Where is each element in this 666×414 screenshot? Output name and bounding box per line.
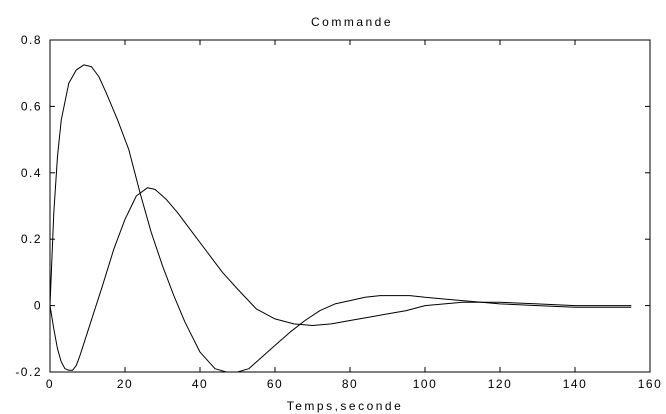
x-tick-label: 40 (192, 377, 208, 391)
series-line-1 (49, 64, 632, 373)
y-tick-label: 0.6 (21, 99, 42, 113)
x-axis: 0 20 40 60 80 100 120 140 160 (46, 40, 663, 391)
y-tick-label: -0.2 (15, 365, 42, 379)
x-axis-label: Temps,seconde (287, 399, 404, 413)
x-tick-label: 20 (117, 377, 133, 391)
chart-title: Commande (311, 15, 393, 29)
series-line-2 (49, 187, 632, 371)
x-tick-label: 160 (638, 377, 663, 391)
y-tick-label: 0.2 (21, 232, 42, 246)
plot-area-frame (49, 39, 651, 373)
y-tick-label: 0 (34, 299, 42, 313)
x-tick-label: 140 (563, 377, 588, 391)
series-lines (49, 64, 632, 373)
y-tick-label: 0.4 (21, 166, 42, 180)
y-tick-label: 0.8 (21, 33, 42, 47)
x-tick-label: 0 (46, 377, 54, 391)
y-axis: -0.2 0 0.2 0.4 0.6 0.8 (15, 33, 650, 379)
x-tick-label: 60 (267, 377, 283, 391)
x-tick-label: 100 (413, 377, 438, 391)
x-tick-label: 120 (488, 377, 513, 391)
x-tick-label: 80 (342, 377, 358, 391)
